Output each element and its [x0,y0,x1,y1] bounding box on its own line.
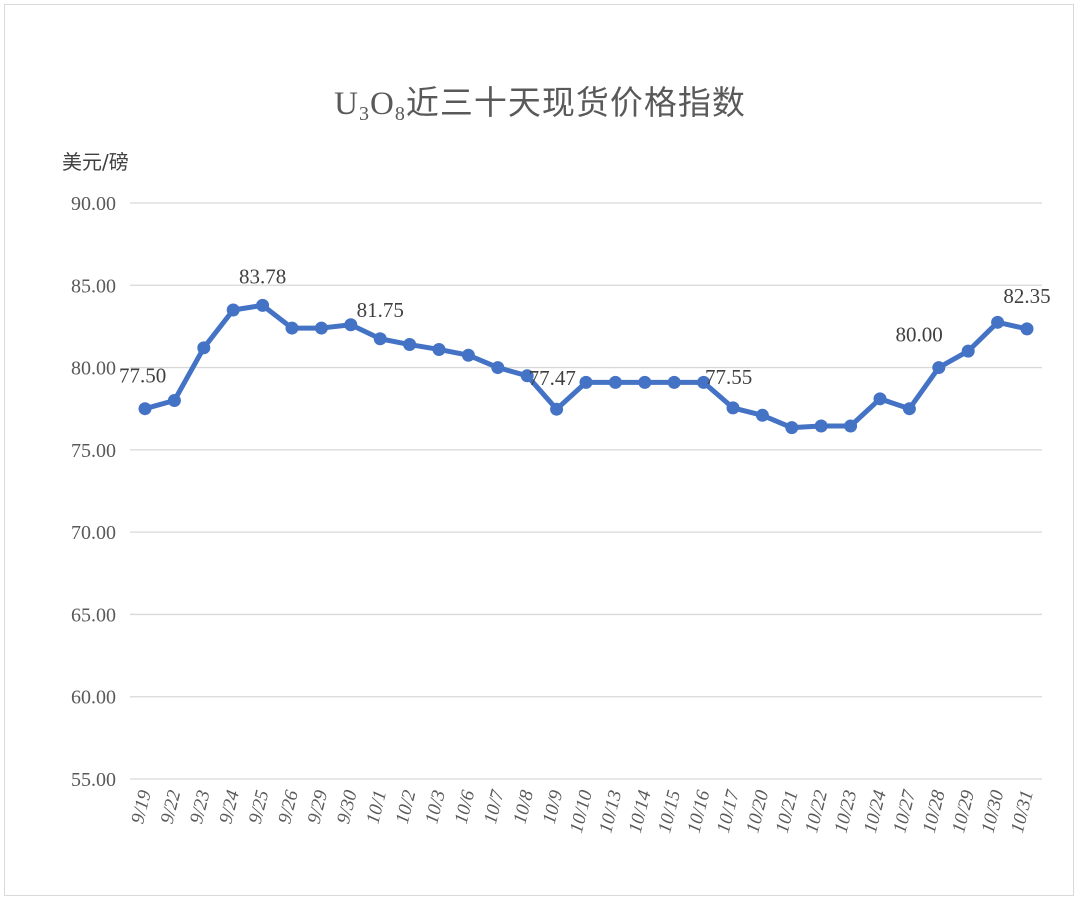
data-point [608,375,622,389]
x-tick-label: 10/14 [625,788,656,836]
data-point [873,392,887,406]
data-label: 77.50 [119,364,166,388]
x-tick-label: 10/3 [421,788,450,826]
x-tick-label: 10/22 [801,788,832,836]
data-point [550,402,564,416]
x-tick-label: 10/9 [539,788,568,826]
data-point [697,375,711,389]
y-tick-label: 65.00 [71,604,116,626]
x-tick-label: 10/30 [978,788,1009,836]
data-label: 83.78 [239,264,286,288]
data-point [167,393,181,407]
data-point [1020,322,1034,336]
data-point [902,402,916,416]
y-axis-unit-label: 美元/磅 [62,150,129,174]
x-tick-label: 10/29 [948,788,979,836]
y-tick-label: 55.00 [71,769,116,791]
data-point [961,344,975,358]
data-point [403,338,417,352]
x-tick-label: 10/8 [510,788,539,826]
x-tick-label: 9/29 [304,788,333,826]
data-label: 80.00 [896,323,943,347]
x-tick-label: 9/23 [186,788,215,826]
x-tick-label: 10/2 [392,788,421,826]
x-tick-label: 9/19 [127,788,156,826]
data-label: 77.47 [529,366,576,390]
x-tick-label: 10/20 [742,788,773,836]
data-point [638,375,652,389]
data-label: 82.35 [1003,284,1050,308]
data-point [461,348,475,362]
x-tick-label: 10/16 [684,788,715,836]
x-tick-label: 10/1 [363,788,392,826]
x-tick-label: 10/21 [772,788,803,835]
data-point [785,421,799,435]
data-point [138,402,152,416]
y-tick-label: 90.00 [71,193,116,215]
data-point [373,332,387,346]
data-point [932,361,946,375]
data-point [314,321,328,335]
x-tick-label: 10/15 [654,788,685,835]
y-tick-label: 80.00 [71,358,116,380]
data-point [579,375,593,389]
data-point [667,375,681,389]
data-label: 81.75 [357,298,404,322]
x-tick-label: 10/31 [1007,788,1038,835]
x-tick-label: 9/24 [216,788,245,826]
data-point [285,321,299,335]
data-point [256,298,270,312]
x-tick-label: 9/22 [157,788,186,826]
data-point [226,303,240,317]
x-tick-label: 10/17 [713,787,744,836]
x-tick-label: 9/26 [274,788,303,826]
y-tick-label: 75.00 [71,440,116,462]
data-point [432,342,446,356]
data-point [520,369,534,383]
x-tick-label: 10/24 [860,788,891,836]
title-sub-8: 8 [394,103,406,125]
data-point [814,419,828,433]
title-text: 近三十天现货价格指数 [405,86,746,122]
x-tick-label: 9/25 [245,788,274,826]
chart-title: U3O8近三十天现货价格指数 [0,76,1080,126]
data-point [197,341,211,355]
data-point [844,419,858,433]
x-tick-label: 10/10 [566,788,597,836]
x-tick-label: 9/30 [333,788,362,826]
data-point [991,315,1005,329]
title-sub-3: 3 [359,103,370,125]
title-o: O [370,86,395,122]
x-tick-label: 10/13 [595,788,626,835]
y-tick-label: 70.00 [71,522,116,544]
y-tick-label: 60.00 [71,687,116,709]
x-tick-label: 10/23 [831,788,862,835]
data-point [726,401,740,415]
data-label: 77.55 [705,365,752,389]
data-point [755,408,769,422]
data-point [344,318,358,332]
y-tick-label: 85.00 [71,275,116,297]
x-tick-label: 10/7 [480,787,509,826]
title-u: U [334,86,359,122]
data-point [491,361,505,375]
x-tick-label: 10/6 [451,788,480,826]
x-tick-label: 10/27 [889,787,920,836]
x-tick-label: 10/28 [919,788,950,836]
